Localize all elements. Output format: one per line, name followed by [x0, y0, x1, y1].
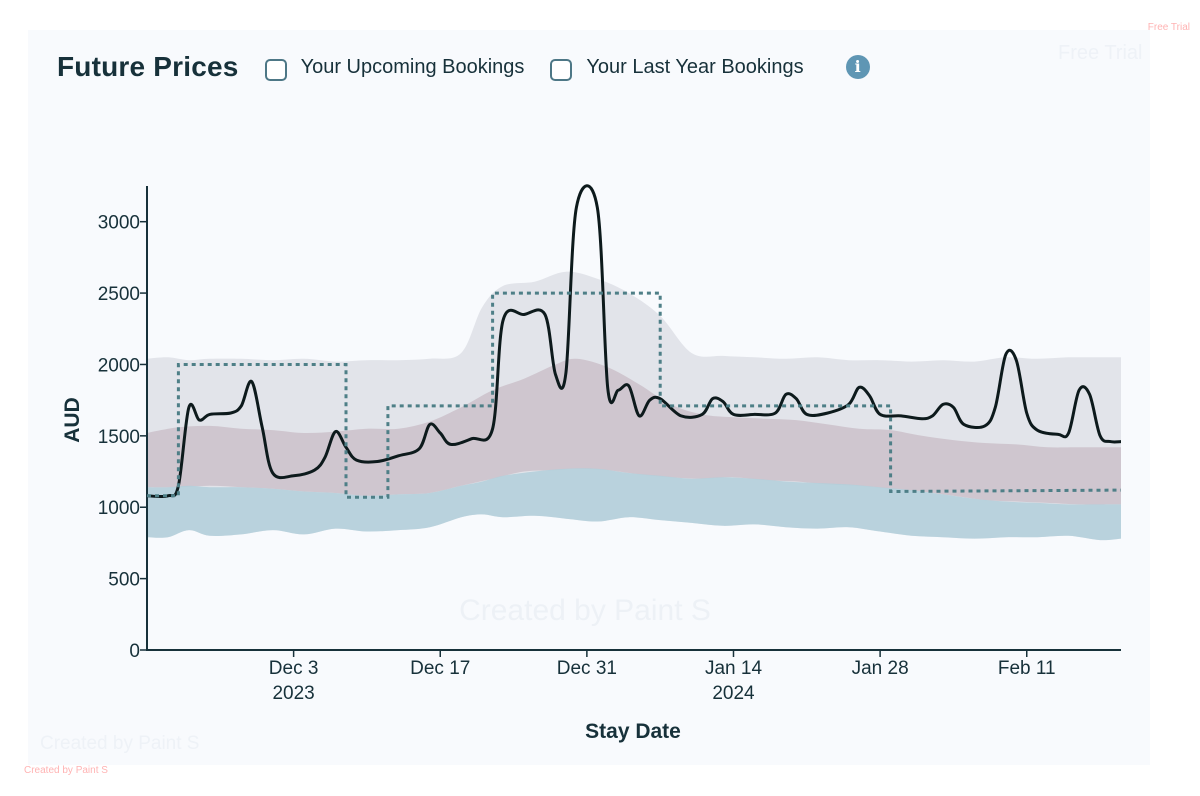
- y-tick-label: 1500: [98, 427, 140, 448]
- y-tick-label: 500: [108, 570, 140, 591]
- x-tick-label: Jan 14: [705, 658, 762, 679]
- toggle-last-year-bookings[interactable]: Your Last Year Bookings: [550, 53, 804, 81]
- y-tick-label: 2000: [98, 355, 140, 376]
- y-tick-label: 2500: [98, 284, 140, 305]
- y-tick-label: 0: [129, 641, 140, 662]
- series-line-dashed: [147, 291, 1122, 499]
- axes: 0 500 1000 1500 2000 2500 3000 Dec 3 2023 Dec 17 D…: [98, 186, 1121, 704]
- x-tick-label: Dec 31: [557, 658, 617, 679]
- y-axis-label: AUD: [61, 397, 84, 443]
- series-line-solid: [146, 184, 1122, 499]
- upcoming-bookings-label: Your Upcoming Bookings: [300, 55, 525, 78]
- y-tick-label: 3000: [98, 213, 140, 234]
- page-title: Future Prices: [57, 51, 239, 82]
- series-lines: [146, 184, 1122, 499]
- chart-header: Future Prices Your Upcoming Bookings You…: [57, 48, 870, 86]
- x-tick-label: Feb 11: [998, 658, 1056, 679]
- x-tick-label: Jan 28: [852, 658, 909, 679]
- toggle-upcoming-bookings[interactable]: Your Upcoming Bookings: [264, 53, 525, 81]
- x-tick-label: Dec 17: [410, 658, 470, 679]
- x-tick-label: Dec 3: [269, 658, 319, 679]
- x-axis-label: Stay Date: [585, 720, 681, 743]
- upcoming-bookings-checkbox[interactable]: [264, 59, 287, 81]
- watermark-top-right-small: Free Trial: [1147, 22, 1190, 33]
- watermark-bottom-left-small: Created by Paint S: [24, 765, 108, 776]
- band-inner: [147, 468, 1121, 541]
- center-watermark: Created by Paint S: [459, 594, 711, 627]
- last-year-bookings-label: Your Last Year Bookings: [586, 55, 804, 78]
- watermark-bottom-left: Created by Paint S: [40, 733, 200, 754]
- x-tick-sublabel: 2024: [712, 683, 755, 704]
- x-tick-sublabel: 2023: [272, 683, 314, 704]
- y-tick-label: 1000: [98, 498, 140, 519]
- info-icon[interactable]: i: [845, 55, 870, 79]
- band-mid: [147, 358, 1121, 505]
- last-year-bookings-checkbox[interactable]: [550, 59, 573, 81]
- watermark-top-right: Free Trial: [1058, 42, 1143, 64]
